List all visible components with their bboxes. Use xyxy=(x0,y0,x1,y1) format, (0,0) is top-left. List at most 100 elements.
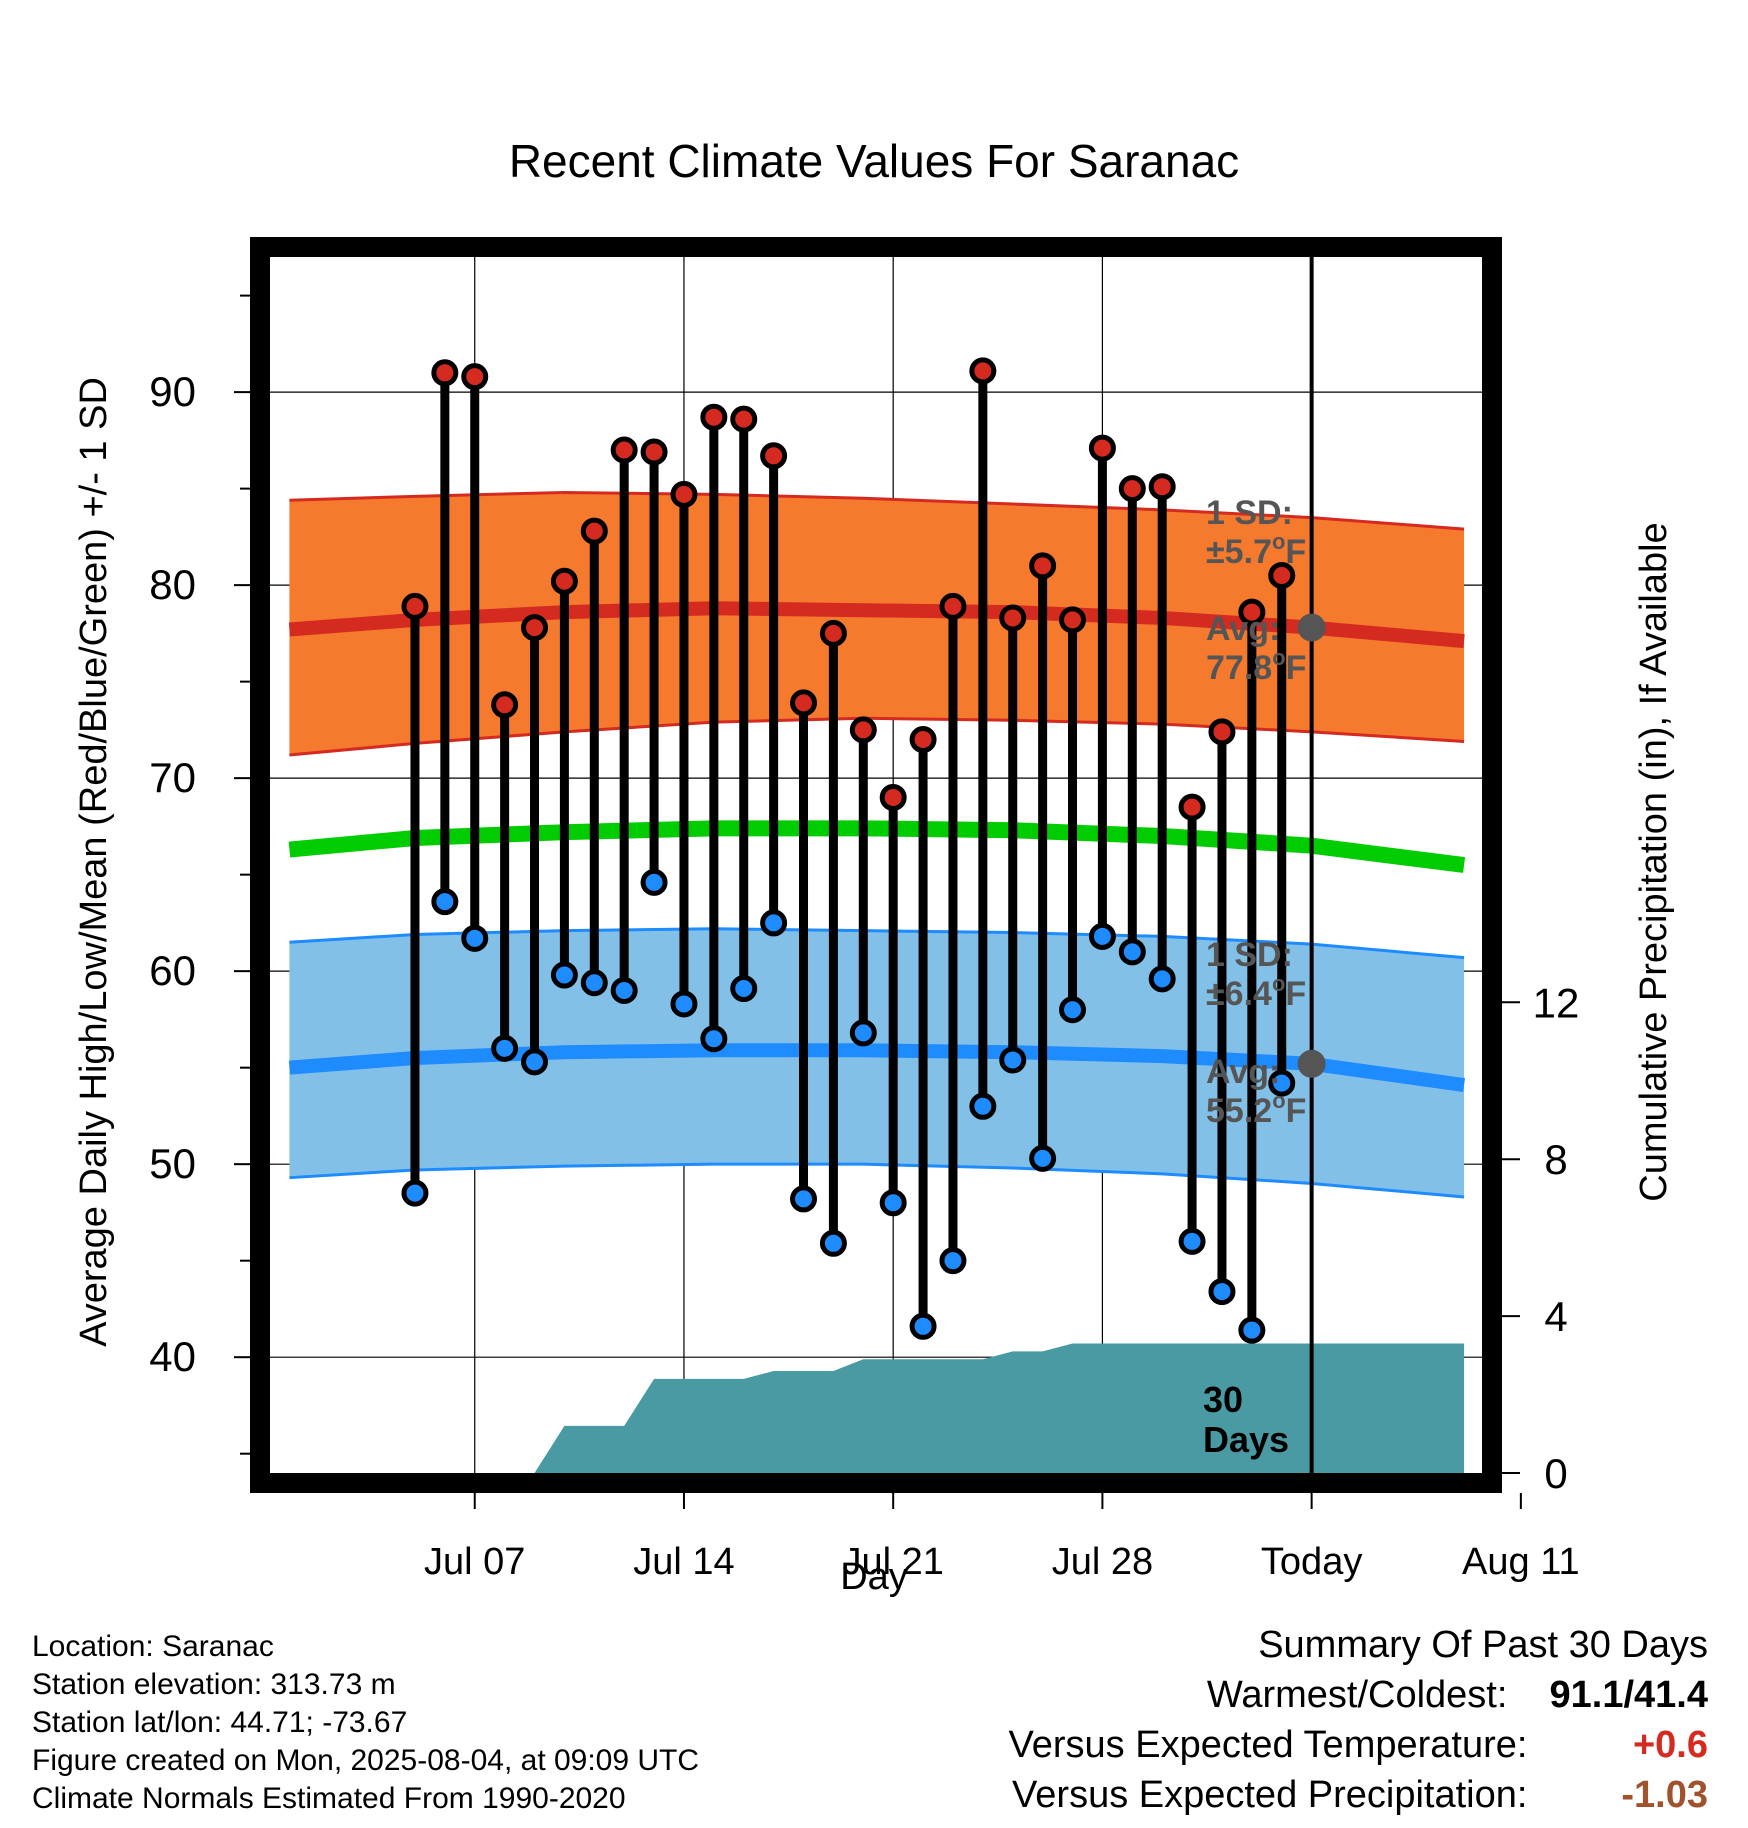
y-tick-label: 50 xyxy=(149,1140,196,1187)
x-tick-label: Jul 07 xyxy=(424,1541,525,1583)
low-dot xyxy=(1029,1144,1057,1172)
low-sd-label: 1 SD: xyxy=(1206,936,1293,974)
high-dot xyxy=(999,604,1027,632)
normals-text: Climate Normals Estimated From 1990-2020 xyxy=(32,1782,626,1815)
high-dot xyxy=(939,592,967,620)
low-dot xyxy=(401,1179,429,1207)
low-dot xyxy=(1088,922,1116,950)
high-dot xyxy=(610,436,638,464)
precipitation-value: -1.03 xyxy=(1621,1774,1708,1816)
low-dot xyxy=(819,1229,847,1257)
low-dot xyxy=(521,1048,549,1076)
high-dot xyxy=(401,592,429,620)
low-band-lower xyxy=(289,1162,1465,1199)
low-dot xyxy=(670,990,698,1018)
high-dot xyxy=(1208,718,1236,746)
y2-tick-label: 4 xyxy=(1544,1293,1567,1340)
low-dot xyxy=(760,909,788,937)
created-text: Figure created on Mon, 2025-08-04, at 09… xyxy=(32,1744,700,1777)
days-label-line2: Days xyxy=(1203,1419,1289,1460)
plot-frame xyxy=(250,237,1502,1493)
mean-normal-line xyxy=(288,820,1466,873)
grid-lines xyxy=(270,257,1482,1473)
high-dot xyxy=(849,716,877,744)
high-avg-value: 77.8oF xyxy=(1206,645,1306,687)
high-dot xyxy=(730,405,758,433)
high-dot xyxy=(670,480,698,508)
y2-axis-label: Cumulative Precipitation (in), If Availa… xyxy=(1633,522,1675,1201)
y-tick-label: 80 xyxy=(149,561,196,608)
temperature-row: Versus Expected Temperature: +0.6 xyxy=(1009,1720,1708,1770)
x-tick-label: Jul 21 xyxy=(842,1541,943,1583)
high-dot xyxy=(521,614,549,642)
high-band xyxy=(289,492,1465,755)
elevation-text: Station elevation: 313.73 m xyxy=(32,1668,396,1701)
daily-dots xyxy=(401,357,1296,1344)
precipitation-fill xyxy=(414,1343,1465,1473)
high-dot xyxy=(1238,598,1266,626)
high-dot xyxy=(909,726,937,754)
precipitation-row: Versus Expected Precipitation: -1.03 xyxy=(1009,1770,1708,1820)
y2-tick-label: 0 xyxy=(1544,1450,1567,1497)
chart-title: Recent Climate Values For Saranac xyxy=(509,135,1239,187)
high-dot xyxy=(819,619,847,647)
y2-tick-label: 8 xyxy=(1544,1136,1567,1183)
high-dot xyxy=(1148,473,1176,501)
low-dot xyxy=(939,1247,967,1275)
daily-stems xyxy=(410,370,1287,1331)
high-dot xyxy=(461,363,489,391)
precipitation-area xyxy=(414,1343,1465,1473)
latlon-text: Station lat/lon: 44.71; -73.67 xyxy=(32,1706,408,1739)
low-dot xyxy=(640,868,668,896)
location-text: Location: Saranac xyxy=(32,1630,274,1663)
high-dot xyxy=(1029,552,1057,580)
low-dot xyxy=(1208,1278,1236,1306)
high-band-upper xyxy=(289,490,1465,531)
temperature-value: +0.6 xyxy=(1632,1724,1708,1766)
high-dot xyxy=(1059,606,1087,634)
x-tick-label: Jul 28 xyxy=(1052,1541,1153,1583)
axes: 40 50 60 70 80 90 0 4 8 12 Jul 07 Jul 14 Jul 21 Jul 2… xyxy=(149,294,1580,1583)
low-dot xyxy=(700,1025,728,1053)
high-dot xyxy=(1268,561,1296,589)
high-dot xyxy=(760,442,788,470)
low-dot xyxy=(999,1046,1027,1074)
low-dot xyxy=(610,976,638,1004)
high-dot xyxy=(969,357,997,385)
high-sd-label: 1 SD: xyxy=(1206,494,1293,532)
temperature-label: Versus Expected Temperature: xyxy=(1008,1724,1528,1766)
days-label-line1: 30 xyxy=(1203,1379,1243,1420)
summary-panel: Summary Of Past 30 Days Warmest/Coldest:… xyxy=(1009,1620,1708,1820)
climate-chart: Recent Climate Values For Saranac 1 SD: … xyxy=(73,135,1675,1598)
low-dot xyxy=(1059,996,1087,1024)
low-dot xyxy=(1268,1069,1296,1097)
low-average-marker xyxy=(1297,1049,1326,1078)
low-dot xyxy=(550,961,578,989)
low-dot xyxy=(969,1092,997,1120)
high-dot xyxy=(1178,793,1206,821)
high-average-marker xyxy=(1297,613,1326,642)
precipitation-label: Versus Expected Precipitation: xyxy=(1012,1774,1528,1816)
low-dot xyxy=(879,1189,907,1217)
low-dot xyxy=(431,888,459,916)
low-dot xyxy=(580,969,608,997)
low-avg-value: 55.2oF xyxy=(1206,1088,1306,1130)
high-dot xyxy=(550,567,578,595)
low-dot xyxy=(909,1312,937,1340)
warmest-coldest-row: Warmest/Coldest: 91.1/41.4 xyxy=(1009,1670,1708,1720)
high-dot xyxy=(1088,434,1116,462)
y-tick-label: 60 xyxy=(149,947,196,994)
y-tick-label: 90 xyxy=(149,368,196,415)
low-dot xyxy=(1178,1227,1206,1255)
station-info: Location: Saranac Station elevation: 313… xyxy=(32,1628,699,1818)
high-dot xyxy=(580,517,608,545)
high-dot xyxy=(640,438,668,466)
low-dot xyxy=(849,1019,877,1047)
y-axis-label: Average Daily High/Low/Mean (Red/Blue/Gr… xyxy=(73,377,115,1347)
y-tick-label: 70 xyxy=(149,754,196,801)
high-dot xyxy=(700,403,728,431)
low-dot xyxy=(461,924,489,952)
low-sd-value: ±6.4oF xyxy=(1206,971,1306,1013)
low-dot xyxy=(491,1034,519,1062)
low-average-line xyxy=(288,1043,1466,1092)
